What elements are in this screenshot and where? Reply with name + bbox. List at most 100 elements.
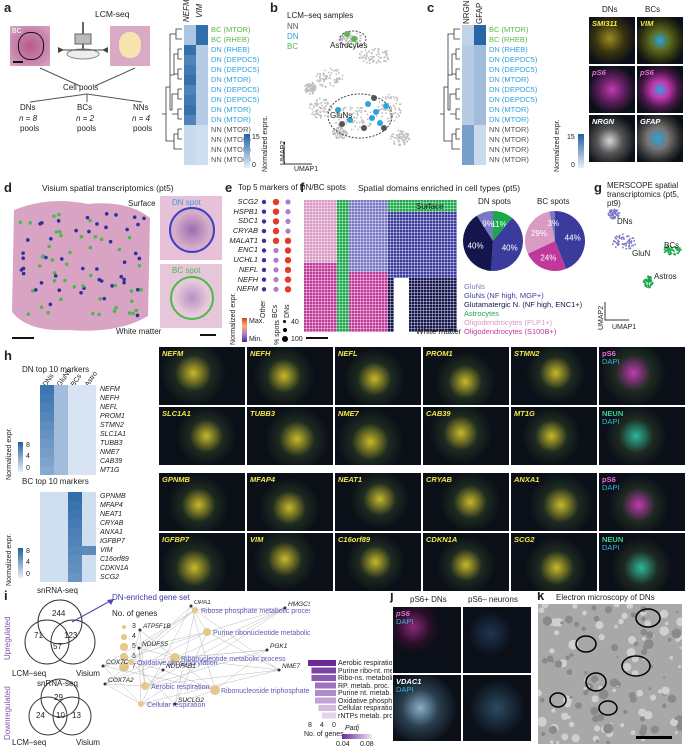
bc-spot-dot bbox=[137, 263, 142, 268]
heatmap-cell bbox=[474, 45, 486, 55]
spatial-spot bbox=[313, 296, 316, 299]
spatial-spot bbox=[454, 305, 457, 308]
spatial-spot bbox=[358, 284, 361, 287]
spatial-spot bbox=[304, 302, 307, 305]
umap-cell-dot bbox=[308, 106, 311, 109]
spatial-spot bbox=[397, 326, 400, 329]
spatial-spot bbox=[325, 302, 328, 305]
umap-cell-dot bbox=[331, 68, 334, 71]
bc-spot-dot bbox=[88, 273, 93, 278]
spatial-spot bbox=[394, 314, 397, 317]
spatial-spot bbox=[373, 329, 376, 332]
spatial-spot bbox=[370, 290, 373, 293]
spatial-spot bbox=[388, 200, 391, 203]
spatial-spot bbox=[367, 269, 370, 272]
spatial-spot bbox=[364, 275, 367, 278]
bc-spot-dot bbox=[139, 288, 143, 292]
umap-cell-dot bbox=[383, 56, 386, 58]
spatial-spot bbox=[349, 230, 352, 233]
h-heatmap-cell bbox=[54, 403, 68, 412]
spatial-spot bbox=[322, 296, 325, 299]
spatial-spot bbox=[307, 293, 310, 296]
f-dn-pie-title: DN spots bbox=[478, 197, 511, 206]
spatial-spot bbox=[331, 212, 334, 215]
spatial-spot bbox=[355, 248, 358, 251]
spatial-spot bbox=[415, 227, 418, 230]
spatial-spot bbox=[409, 215, 412, 218]
umap-cell-dot bbox=[381, 115, 384, 118]
spatial-spot bbox=[355, 302, 358, 305]
spatial-spot bbox=[412, 233, 415, 236]
umap-cell-dot bbox=[388, 120, 391, 122]
merscope-cell-dot bbox=[622, 246, 624, 249]
group-nns: NNs bbox=[133, 103, 149, 112]
spatial-spot bbox=[397, 317, 400, 320]
spatial-spot bbox=[394, 227, 397, 230]
spatial-spot bbox=[367, 245, 370, 248]
spatial-spot bbox=[331, 263, 334, 266]
spatial-spot bbox=[358, 221, 361, 224]
spatial-spot bbox=[418, 302, 421, 305]
spatial-spot bbox=[313, 293, 316, 296]
spatial-spot bbox=[382, 299, 385, 302]
spatial-spot bbox=[316, 263, 319, 266]
spatial-spot bbox=[340, 293, 343, 296]
spatial-spot bbox=[310, 248, 313, 251]
panel-letter-f: f bbox=[300, 180, 305, 195]
umap-cell-dot bbox=[398, 137, 400, 139]
spatial-spot bbox=[409, 200, 412, 203]
bc-spot-dot bbox=[59, 297, 63, 302]
spatial-spot bbox=[397, 305, 400, 308]
spatial-spot bbox=[385, 320, 388, 323]
spatial-spot bbox=[409, 233, 412, 236]
umap-cell-dot bbox=[311, 84, 314, 87]
spatial-spot bbox=[382, 209, 385, 212]
spatial-spot bbox=[388, 215, 391, 218]
spatial-spot bbox=[310, 200, 313, 203]
spatial-spot bbox=[361, 209, 364, 212]
spatial-spot bbox=[436, 212, 439, 215]
umap-cell-dot bbox=[365, 52, 368, 54]
panel-letter-d: d bbox=[4, 180, 12, 195]
spatial-spot bbox=[343, 200, 346, 203]
spatial-spot bbox=[448, 230, 451, 233]
j-tile-ps6-pos: pS6 DAPI bbox=[392, 606, 462, 674]
spatial-spot bbox=[397, 275, 400, 278]
network-edge bbox=[130, 661, 176, 705]
spatial-spot bbox=[310, 230, 313, 233]
bc-spot-dot bbox=[46, 310, 51, 315]
spatial-spot bbox=[310, 272, 313, 275]
spatial-spot bbox=[427, 218, 430, 221]
dn-spot-dot bbox=[21, 251, 25, 255]
dotplot-dot bbox=[272, 198, 280, 206]
spatial-spot bbox=[364, 284, 367, 287]
spatial-spot bbox=[394, 329, 397, 332]
spatial-spot bbox=[349, 215, 352, 218]
network-edge bbox=[194, 607, 286, 611]
spatial-spot bbox=[325, 257, 328, 260]
spatial-spot bbox=[445, 293, 448, 296]
spatial-spot bbox=[328, 284, 331, 287]
spatial-spot bbox=[340, 212, 343, 215]
umap-cell-dot bbox=[386, 53, 389, 56]
spatial-spot bbox=[355, 299, 358, 302]
umap-cell-dot bbox=[389, 137, 392, 140]
em-texture bbox=[575, 702, 582, 709]
em-texture bbox=[574, 621, 580, 627]
spatial-spot bbox=[445, 329, 448, 332]
spatial-spot bbox=[427, 272, 430, 275]
network-term-node bbox=[128, 659, 134, 665]
pie-slice-label: 40% bbox=[502, 244, 518, 253]
spatial-spot bbox=[328, 308, 331, 311]
h-heatmap-cell bbox=[40, 546, 54, 555]
merscope-cell-dot bbox=[664, 247, 667, 250]
spatial-spot bbox=[310, 308, 313, 311]
spatial-spot bbox=[397, 293, 400, 296]
spatial-spot bbox=[355, 230, 358, 233]
spatial-spot bbox=[424, 302, 427, 305]
umap-cell-dot bbox=[312, 88, 314, 91]
spatial-spot bbox=[370, 251, 373, 254]
spatial-spot bbox=[412, 218, 415, 221]
spatial-spot bbox=[307, 254, 310, 257]
spatial-spot bbox=[433, 314, 436, 317]
